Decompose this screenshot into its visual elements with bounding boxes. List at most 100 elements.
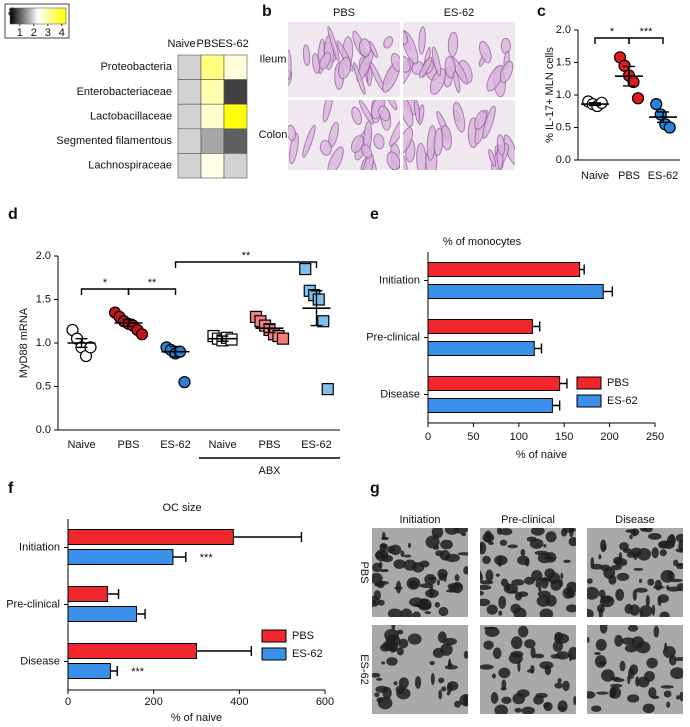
x-tick-label: PBS bbox=[618, 170, 640, 182]
tissue bbox=[353, 62, 366, 95]
sem-bar bbox=[263, 323, 276, 334]
resorption-pit bbox=[598, 608, 603, 617]
error-bar bbox=[107, 589, 120, 599]
resorption-pit bbox=[403, 559, 417, 571]
resorption-pit bbox=[647, 578, 655, 586]
resorption-pit bbox=[437, 631, 447, 644]
resorption-pit bbox=[587, 691, 596, 699]
resorption-pit bbox=[480, 570, 482, 579]
resorption-pit bbox=[666, 586, 681, 592]
resorption-pit bbox=[517, 591, 529, 598]
chart-title: OC size bbox=[162, 502, 201, 514]
y-tick-label: 1.0 bbox=[556, 89, 571, 101]
resorption-pit bbox=[395, 685, 405, 694]
x-tick-label: 200 bbox=[600, 431, 618, 443]
resorption-pit bbox=[379, 569, 389, 573]
resorption-pit bbox=[560, 572, 564, 580]
bar bbox=[67, 643, 197, 659]
tissue bbox=[499, 60, 514, 84]
heatmap-cell bbox=[200, 103, 225, 130]
row-label: Proteobacteria bbox=[100, 61, 172, 73]
resorption-pit bbox=[627, 694, 640, 703]
y-tick-label: Disease bbox=[380, 388, 420, 400]
resorption-pit bbox=[492, 647, 502, 659]
y-axis-label: MyD88 mRNA bbox=[18, 307, 30, 378]
heatmap-cell bbox=[177, 153, 202, 179]
resorption-pit bbox=[543, 701, 553, 712]
resorption-pit bbox=[554, 633, 570, 644]
row-label: Segmented filamentous bbox=[56, 135, 172, 147]
resorption-pit bbox=[676, 564, 683, 570]
panel-letter: f bbox=[8, 480, 14, 497]
error-bar bbox=[196, 646, 253, 656]
micrograph bbox=[372, 528, 468, 617]
point bbox=[178, 376, 191, 389]
significance-bracket bbox=[80, 288, 130, 295]
resorption-pit bbox=[557, 678, 562, 684]
resorption-pit bbox=[385, 634, 401, 647]
colorbar-tick-label: 2 bbox=[31, 27, 37, 39]
resorption-pit bbox=[653, 625, 660, 638]
legend-label: PBS bbox=[292, 630, 314, 642]
y-tick-label: 1.5 bbox=[556, 56, 571, 68]
significance-bracket bbox=[127, 288, 177, 295]
colorbar-tick-label: 1 bbox=[17, 27, 23, 39]
resorption-pit bbox=[648, 687, 657, 699]
tissue bbox=[486, 64, 504, 92]
x-tick-label: ES-62 bbox=[301, 439, 332, 451]
resorption-pit bbox=[524, 576, 535, 585]
resorption-pit bbox=[498, 610, 503, 616]
row-label: Ileum bbox=[260, 53, 287, 65]
resorption-pit bbox=[514, 707, 522, 713]
tissue bbox=[390, 53, 400, 72]
colorbar-tick-label: 3 bbox=[45, 27, 51, 39]
resorption-pit bbox=[614, 634, 623, 647]
resorption-pit bbox=[429, 660, 435, 666]
tissue bbox=[288, 132, 299, 165]
column-label: Initiation bbox=[400, 514, 441, 526]
resorption-pit bbox=[554, 682, 563, 689]
resorption-pit bbox=[499, 539, 508, 546]
tissue bbox=[479, 40, 492, 64]
resorption-pit bbox=[510, 603, 521, 614]
resorption-pit bbox=[495, 573, 500, 577]
resorption-pit bbox=[517, 555, 530, 566]
resorption-pit bbox=[666, 585, 670, 590]
resorption-pit bbox=[480, 598, 491, 607]
resorption-pit bbox=[647, 532, 662, 540]
row-label: Lactobacillaceae bbox=[90, 110, 172, 122]
resorption-pit bbox=[598, 589, 606, 598]
resorption-pit bbox=[624, 644, 638, 653]
resorption-pit bbox=[539, 608, 554, 617]
resorption-pit bbox=[457, 552, 468, 556]
resorption-pit bbox=[379, 542, 388, 553]
significance-bracket bbox=[594, 37, 630, 44]
resorption-pit bbox=[535, 692, 548, 699]
x-tick-label: 150 bbox=[555, 431, 573, 443]
resorption-pit bbox=[409, 580, 413, 587]
y-tick-label: Pre-clinical bbox=[366, 331, 420, 343]
tissue bbox=[358, 100, 374, 125]
resorption-pit bbox=[374, 582, 383, 587]
resorption-pit bbox=[480, 584, 492, 590]
y-tick-label: Disease bbox=[20, 655, 60, 667]
resorption-pit bbox=[480, 590, 484, 596]
resorption-pit bbox=[544, 568, 556, 579]
tissue bbox=[350, 135, 364, 153]
heatmap-cell bbox=[223, 128, 248, 154]
resorption-pit bbox=[441, 686, 447, 692]
tissue bbox=[389, 114, 400, 147]
legend-label: ES-62 bbox=[292, 648, 323, 660]
resorption-pit bbox=[530, 665, 535, 674]
resorption-pit bbox=[598, 554, 602, 560]
y-tick-label: Initiation bbox=[379, 274, 420, 286]
resorption-pit bbox=[535, 580, 539, 588]
resorption-pit bbox=[436, 579, 440, 586]
colorbar bbox=[9, 7, 67, 25]
resorption-pit bbox=[486, 604, 498, 615]
resorption-pit bbox=[619, 542, 629, 551]
y-tick-label: 0.5 bbox=[36, 380, 51, 392]
point bbox=[225, 333, 238, 346]
resorption-pit bbox=[484, 530, 493, 543]
